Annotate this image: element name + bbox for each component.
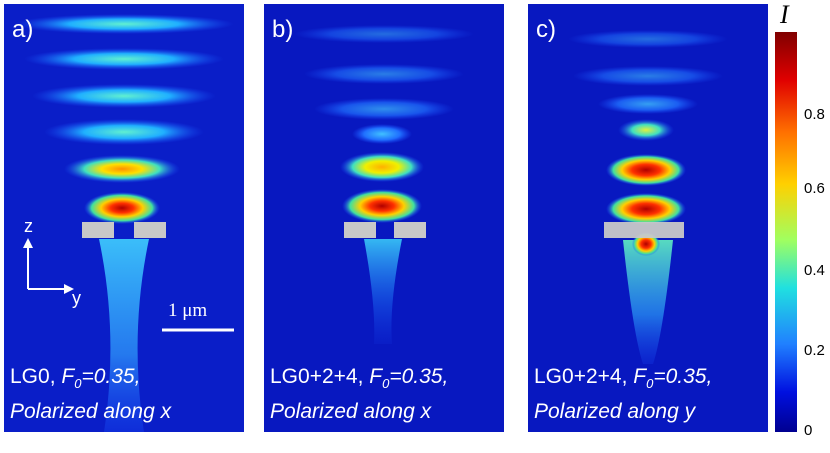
panel-b: b) LG0+2+4, F0=0.35, Polarized along x [264,4,504,432]
panel-a: a) z y 1 μm LG0, F0=0.35, Polarized alon… [4,4,244,432]
scalebar-label: 1 μm [168,300,208,321]
colorbar-tick-0.2: 0.2 [804,342,825,359]
panel-a-caption: LG0, F0=0.35, Polarized along x [10,364,172,423]
panel-c: c) LG0+2+4, F0=0.35, Polarized along y [528,4,768,432]
colorbar [775,32,797,432]
y-axis-label: y [72,288,81,308]
colorbar-tick-0.8: 0.8 [804,106,825,123]
field-map-b [264,4,504,432]
field-map-a [4,4,244,432]
panel-b-caption: LG0+2+4, F0=0.35, Polarized along x [270,364,449,423]
colorbar-title: I [780,0,789,29]
colorbar-tick-0.4: 0.4 [804,262,825,279]
panel-c-label: c) [536,16,556,43]
colorbar-tick-0.6: 0.6 [804,180,825,197]
panel-b-label: b) [272,16,294,43]
colorbar-tick-0: 0 [804,422,813,439]
panel-c-caption: LG0+2+4, F0=0.35, Polarized along y [534,364,713,423]
z-axis-label: z [24,216,33,236]
panel-a-label: a) [12,16,34,43]
field-map-c [528,4,768,432]
